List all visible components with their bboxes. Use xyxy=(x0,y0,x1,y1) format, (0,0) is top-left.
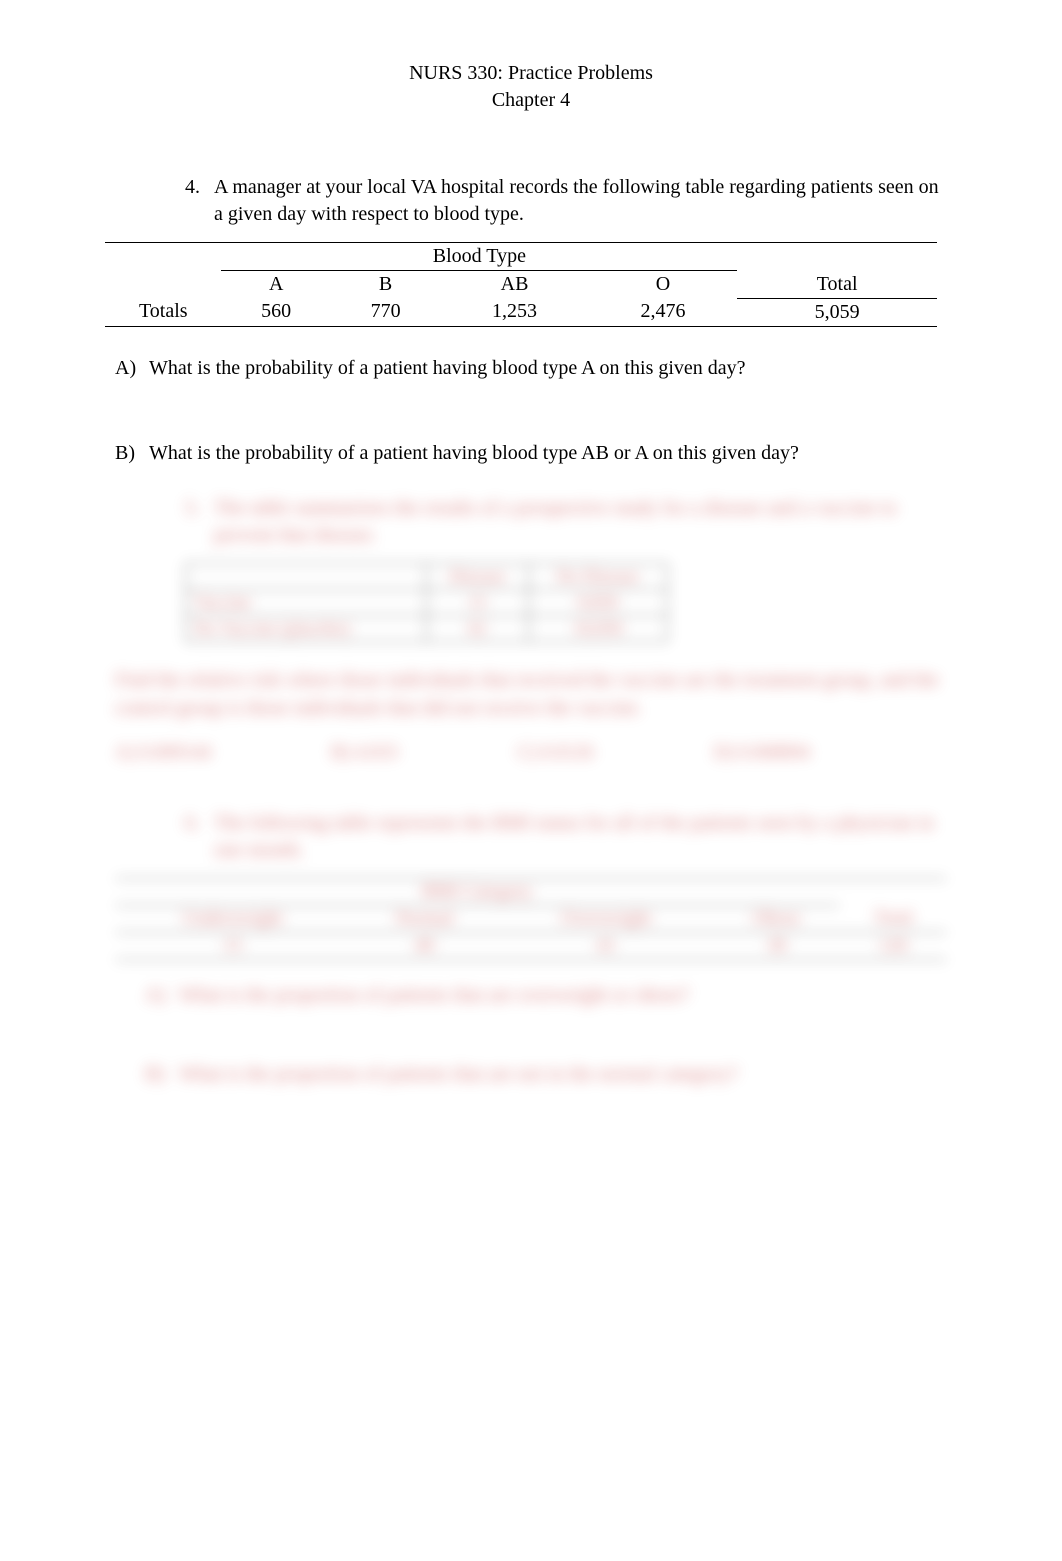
q5-rr-text: Find the relative risk where those indiv… xyxy=(115,666,947,722)
bmi-col-over: Overweight xyxy=(498,905,713,932)
rr-col-disease: Disease xyxy=(426,563,528,589)
q5-text: The table summarizes the results of a pr… xyxy=(214,495,947,549)
rr-col-nodisease: No Disease xyxy=(528,563,667,589)
bmi-val-over: 41 xyxy=(498,932,713,959)
bt-val-o: 2,476 xyxy=(589,298,737,326)
q4-sub-b: B) What is the probability of a patient … xyxy=(115,440,947,467)
question-6: 6. The following table represents the BM… xyxy=(115,810,947,1086)
q6-text: The following table represents the BMI s… xyxy=(214,810,947,864)
q6-sub-b: B) What is the proportion of patients th… xyxy=(145,1063,947,1086)
bmi-table: BMI Category Underweight Normal Overweig… xyxy=(115,878,947,960)
chapter-title: Chapter 4 xyxy=(115,87,947,114)
q4-sub-a: A) What is the probability of a patient … xyxy=(115,355,947,382)
q5-choices: A) 0.009144 B) 4.033 C) 0.0126 D) 0.0088… xyxy=(115,742,947,764)
q6-sub-a: A) What is the proportion of patients th… xyxy=(145,984,947,1007)
bt-val-total: 5,059 xyxy=(737,298,937,326)
q5-choice-b: B) 4.033 xyxy=(331,742,398,764)
bt-col-b: B xyxy=(331,271,440,299)
q6-number: 6. xyxy=(185,810,214,864)
page-header: NURS 330: Practice Problems Chapter 4 xyxy=(115,60,947,114)
q6-sub-b-text: What is the proportion of patients that … xyxy=(179,1063,947,1086)
bt-col-ab: AB xyxy=(440,271,588,299)
bmi-val-normal: 40 xyxy=(350,932,498,959)
q4-sub-b-text: What is the probability of a patient hav… xyxy=(149,440,947,467)
rr-row1-b: 9,850 xyxy=(528,589,667,615)
q4-number: 4. xyxy=(185,174,214,228)
q6-sub-b-label: B) xyxy=(145,1063,179,1086)
bmi-col-total: Total xyxy=(840,905,947,932)
q6-sub-a-text: What is the proportion of patients that … xyxy=(179,984,947,1007)
bt-span-header: Blood Type xyxy=(221,243,737,271)
q5-choice-a: A) 0.009144 xyxy=(115,742,211,764)
q5-choice-c: C) 0.0126 xyxy=(518,742,594,764)
question-4: 4. A manager at your local VA hospital r… xyxy=(115,174,947,467)
rr-row1-label: Vaccine xyxy=(186,589,427,615)
blood-type-table: Blood Type A B AB O Total Totals 560 770… xyxy=(105,242,937,327)
bt-col-a: A xyxy=(221,271,330,299)
bmi-val-under: 15 xyxy=(115,932,350,959)
bt-val-a: 560 xyxy=(221,298,330,326)
bmi-col-obese: Obese xyxy=(714,905,840,932)
bt-col-total: Total xyxy=(737,271,937,299)
bmi-col-under: Underweight xyxy=(115,905,350,932)
rr-row2-b: 10,050 xyxy=(528,615,667,641)
bmi-val-obese: 30 xyxy=(714,932,840,959)
blurred-content: 5. The table summarizes the results of a… xyxy=(115,495,947,1086)
rr-row1-a: 15 xyxy=(426,589,528,615)
bmi-col-normal: Normal xyxy=(350,905,498,932)
q4-sub-b-label: B) xyxy=(115,440,149,467)
q4-sub-a-text: What is the probability of a patient hav… xyxy=(149,355,947,382)
q6-sub-a-label: A) xyxy=(145,984,179,1007)
bmi-span-header: BMI Category xyxy=(115,878,840,905)
rr-row2-a: 62 xyxy=(426,615,528,641)
vaccine-table: Disease No Disease Vaccine 15 9,850 No V… xyxy=(185,563,668,642)
q5-number: 5. xyxy=(185,495,214,549)
bt-row-label: Totals xyxy=(105,298,221,326)
rr-row2-label: No Vaccine (placebo) xyxy=(186,615,427,641)
question-5: 5. The table summarizes the results of a… xyxy=(115,495,947,764)
bt-val-ab: 1,253 xyxy=(440,298,588,326)
q5-choice-d: D) 0.008894 xyxy=(714,742,810,764)
q4-sub-a-label: A) xyxy=(115,355,149,382)
bt-val-b: 770 xyxy=(331,298,440,326)
bt-col-o: O xyxy=(589,271,737,299)
course-title: NURS 330: Practice Problems xyxy=(115,60,947,87)
bmi-val-total: 126 xyxy=(840,932,947,959)
q4-text: A manager at your local VA hospital reco… xyxy=(214,174,947,228)
